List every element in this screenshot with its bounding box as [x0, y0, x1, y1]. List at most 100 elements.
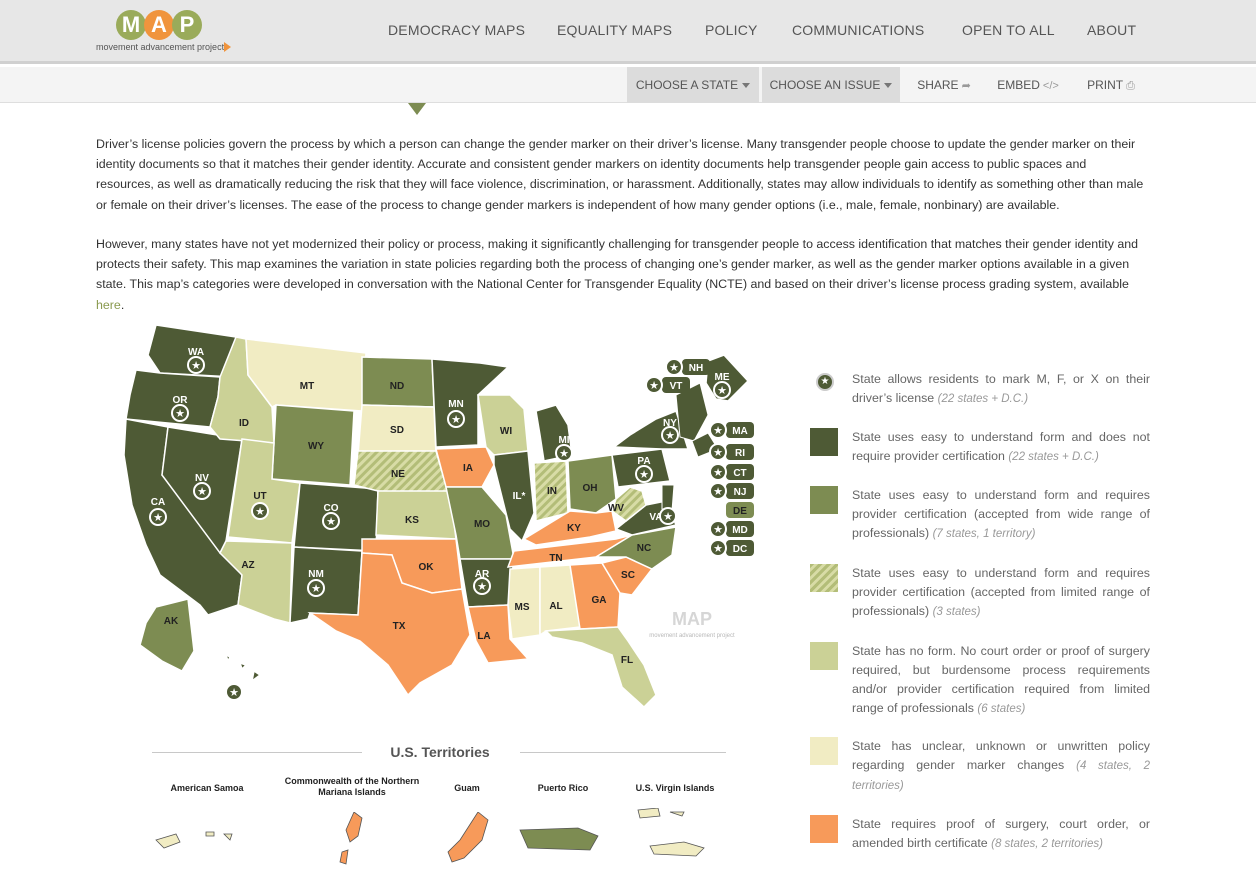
- nav-democracy-maps[interactable]: DEMOCRACY MAPS: [388, 22, 526, 38]
- state-label-co: CO: [324, 503, 339, 514]
- star-marker-nm: [307, 579, 325, 597]
- ncte-link[interactable]: here: [96, 297, 121, 312]
- state-nm[interactable]: [289, 546, 363, 624]
- small-state-label: MD: [732, 525, 748, 536]
- state-oh[interactable]: [567, 454, 617, 514]
- state-label-mi: MI: [558, 435, 569, 446]
- territory-shape-svg: [637, 808, 705, 857]
- legend-description: State uses easy to understand form and r…: [852, 566, 1150, 618]
- small-state-label: VT: [670, 381, 683, 392]
- small-state-dc[interactable]: DC: [726, 540, 754, 556]
- state-label-wv: WV: [608, 503, 624, 514]
- small-state-box: [726, 521, 754, 537]
- territory-label: Commonwealth of the Northern Mariana Isl…: [284, 776, 420, 797]
- star-icon: ★: [326, 516, 336, 528]
- logo-subtitle: movement advancement project: [96, 42, 225, 52]
- state-label-pa: PA: [637, 456, 650, 467]
- state-label-ky: KY: [567, 523, 581, 534]
- state-tx[interactable]: [307, 552, 471, 697]
- nav-communications[interactable]: COMMUNICATIONS: [792, 22, 925, 38]
- state-ky[interactable]: [522, 510, 617, 546]
- state-wy[interactable]: [271, 404, 355, 486]
- small-state-shape[interactable]: [675, 382, 709, 442]
- state-label-hi: HI: [229, 673, 239, 684]
- issue-pointer-icon: [408, 103, 426, 115]
- nav-about[interactable]: ABOUT: [1087, 22, 1137, 38]
- star-icon: ★: [175, 408, 185, 420]
- share-button[interactable]: SHARE ➦: [906, 67, 982, 103]
- star-marker-ct: [709, 463, 727, 481]
- star-icon: ★: [197, 486, 207, 498]
- choose-issue-label: CHOOSE AN ISSUE: [769, 78, 881, 92]
- territory-shape[interactable]: [447, 812, 489, 863]
- star-icon: ★: [153, 512, 163, 524]
- map-logo[interactable]: M A P movement advancement project: [96, 10, 246, 54]
- small-state-box: [726, 444, 754, 460]
- print-button[interactable]: PRINT ⎙: [1076, 67, 1146, 103]
- share-label: SHARE: [917, 78, 959, 92]
- small-state-nj[interactable]: NJ: [726, 483, 754, 499]
- legend-count: (22 states + D.C.): [937, 393, 1029, 405]
- state-label-mo: MO: [474, 519, 490, 530]
- state-az[interactable]: [219, 540, 293, 624]
- state-label-ga: GA: [592, 595, 607, 606]
- nav-equality-maps[interactable]: EQUALITY MAPS: [557, 22, 673, 38]
- state-label-in: IN: [547, 486, 557, 497]
- legend-description: State allows residents to mark M, F, or …: [852, 372, 1150, 405]
- territory-shape[interactable]: [519, 827, 599, 851]
- small-state-ri[interactable]: RI: [726, 444, 754, 460]
- state-fl[interactable]: [544, 626, 657, 709]
- choose-issue-dropdown[interactable]: CHOOSE AN ISSUE: [762, 67, 900, 103]
- star-icon: ★: [665, 430, 675, 442]
- watermark-logo: MAP: [672, 609, 712, 629]
- small-state-label: DC: [733, 544, 747, 555]
- star-icon: ★: [713, 425, 723, 437]
- star-icon: ★: [255, 506, 265, 518]
- territory-label: U.S. Virgin Islands: [635, 783, 715, 793]
- star-marker-vt: [645, 376, 663, 394]
- star-icon: ★: [649, 380, 659, 392]
- territory-shape[interactable]: [155, 831, 233, 849]
- choose-state-dropdown[interactable]: CHOOSE A STATE: [627, 67, 759, 103]
- embed-button[interactable]: EMBED </>: [990, 67, 1066, 103]
- state-label-ne: NE: [391, 469, 405, 480]
- nav-open-to-all[interactable]: OPEN TO ALL: [962, 22, 1055, 38]
- state-ak[interactable]: [139, 598, 195, 672]
- star-marker-nv: [193, 482, 211, 500]
- small-state-box: [726, 464, 754, 480]
- state-label-al: AL: [549, 601, 562, 612]
- territory-shape[interactable]: [637, 808, 705, 857]
- state-label-ar: AR: [475, 569, 490, 580]
- state-il[interactable]: [493, 450, 535, 543]
- state-wi[interactable]: [477, 394, 529, 456]
- small-state-de[interactable]: DE: [726, 502, 754, 518]
- territory-shape[interactable]: [339, 812, 363, 865]
- state-label-id: ID: [239, 418, 249, 429]
- state-ia[interactable]: [435, 446, 495, 488]
- state-label-nv: NV: [195, 473, 209, 484]
- state-label-oh: OH: [583, 483, 598, 494]
- state-label-va: VA: [649, 512, 662, 523]
- small-state-ma[interactable]: MA: [726, 422, 754, 438]
- territories-divider-left: [152, 752, 362, 753]
- state-ms[interactable]: [507, 566, 541, 640]
- state-sc[interactable]: [600, 556, 654, 596]
- legend-swatch: [810, 737, 838, 765]
- state-al[interactable]: [539, 564, 581, 637]
- state-hi[interactable]: [224, 653, 262, 683]
- state-label-nm: NM: [308, 569, 324, 580]
- logo-letter-m: M: [116, 10, 146, 40]
- legend-text: State uses easy to understand form and r…: [852, 486, 1150, 544]
- state-wv[interactable]: [611, 486, 647, 522]
- legend-description: State has no form. No court order or pro…: [852, 644, 1150, 715]
- small-state-md[interactable]: MD: [726, 521, 754, 537]
- state-ga[interactable]: [569, 562, 621, 630]
- small-state-vt[interactable]: VT: [662, 377, 690, 393]
- star-marker-ny: [661, 426, 679, 444]
- small-state-ct[interactable]: CT: [726, 464, 754, 480]
- star-marker-nj: [709, 482, 727, 500]
- nav-policy[interactable]: POLICY: [705, 22, 758, 38]
- state-label-ut: UT: [253, 491, 266, 502]
- small-state-nh[interactable]: NH: [682, 359, 710, 375]
- state-label-sc: SC: [621, 570, 635, 581]
